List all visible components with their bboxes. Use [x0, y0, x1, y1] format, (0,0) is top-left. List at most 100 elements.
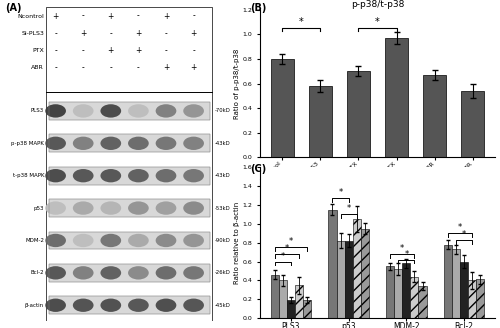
Text: -90kD: -90kD [214, 238, 230, 243]
Bar [460, 262, 468, 318]
Ellipse shape [156, 169, 176, 182]
Bar [270, 59, 293, 157]
Text: PLS3: PLS3 [31, 109, 44, 113]
Ellipse shape [46, 137, 66, 150]
Bar [48, 296, 209, 314]
Ellipse shape [73, 169, 94, 182]
Text: *: * [284, 244, 289, 253]
Ellipse shape [100, 234, 121, 247]
Bar [48, 232, 209, 249]
Text: +: + [163, 11, 169, 21]
Text: (A): (A) [5, 3, 21, 13]
Bar [328, 210, 336, 318]
Bar [444, 245, 452, 318]
Bar [462, 91, 484, 157]
Text: (B): (B) [250, 3, 266, 13]
Ellipse shape [100, 137, 121, 150]
Ellipse shape [128, 298, 149, 312]
Bar [468, 280, 476, 318]
Text: t-p38 MAPK: t-p38 MAPK [12, 173, 44, 178]
Text: *: * [338, 189, 342, 197]
Text: -43kD: -43kD [214, 173, 230, 178]
Text: (C): (C) [250, 164, 266, 174]
Text: +: + [80, 29, 86, 38]
Ellipse shape [184, 137, 204, 150]
Text: -43kD: -43kD [214, 141, 230, 146]
Ellipse shape [184, 104, 204, 118]
Ellipse shape [184, 298, 204, 312]
Text: *: * [289, 237, 293, 247]
Text: -: - [137, 63, 140, 72]
Text: -: - [82, 11, 84, 21]
Text: Si-PLS3: Si-PLS3 [21, 31, 44, 36]
Bar [309, 86, 332, 157]
Bar [46, 7, 212, 321]
Text: -: - [54, 29, 57, 38]
Bar [48, 134, 209, 152]
Ellipse shape [100, 266, 121, 279]
Text: *: * [375, 17, 380, 27]
Bar [344, 241, 352, 318]
Text: *: * [299, 17, 304, 27]
Ellipse shape [156, 201, 176, 215]
Text: Ncontrol: Ncontrol [18, 13, 44, 18]
Text: -45kD: -45kD [214, 303, 230, 308]
Ellipse shape [46, 169, 66, 182]
Bar [424, 75, 446, 157]
Bar [410, 277, 418, 318]
Text: -53kD: -53kD [214, 206, 230, 211]
Bar [347, 72, 370, 157]
Text: -: - [82, 63, 84, 72]
Text: -: - [164, 29, 168, 38]
Bar [295, 285, 303, 318]
Bar [48, 167, 209, 185]
Text: -: - [110, 29, 112, 38]
Text: +: + [52, 11, 59, 21]
Text: -: - [82, 46, 84, 55]
Bar [418, 286, 426, 318]
Bar [48, 264, 209, 282]
Text: ABR: ABR [32, 66, 44, 71]
Bar [394, 269, 402, 318]
Bar [48, 264, 209, 282]
Text: -70kD: -70kD [214, 109, 230, 113]
Bar [48, 167, 209, 185]
Ellipse shape [46, 298, 66, 312]
Ellipse shape [73, 266, 94, 279]
Text: *: * [458, 223, 462, 232]
Bar [287, 300, 295, 318]
Text: +: + [163, 63, 169, 72]
Ellipse shape [128, 201, 149, 215]
Ellipse shape [73, 137, 94, 150]
Title: p-p38/t-p38: p-p38/t-p38 [351, 0, 404, 9]
Text: MDM-2: MDM-2 [25, 238, 44, 243]
Text: *: * [346, 204, 351, 214]
Text: -: - [164, 46, 168, 55]
Ellipse shape [100, 169, 121, 182]
Text: *: * [462, 230, 466, 239]
Ellipse shape [100, 201, 121, 215]
Ellipse shape [156, 266, 176, 279]
Ellipse shape [156, 298, 176, 312]
Text: -: - [54, 63, 57, 72]
Bar [336, 241, 344, 318]
Text: -: - [137, 11, 140, 21]
Bar [402, 263, 410, 318]
Text: β-actin: β-actin [25, 303, 44, 308]
Ellipse shape [128, 104, 149, 118]
Ellipse shape [46, 104, 66, 118]
Bar [303, 300, 311, 318]
Bar [270, 275, 279, 318]
Ellipse shape [156, 234, 176, 247]
Text: -: - [54, 46, 57, 55]
Bar [48, 232, 209, 249]
Bar [48, 102, 209, 120]
Bar [48, 134, 209, 152]
Ellipse shape [100, 104, 121, 118]
Ellipse shape [128, 137, 149, 150]
Bar [48, 296, 209, 314]
Ellipse shape [46, 266, 66, 279]
Ellipse shape [184, 266, 204, 279]
Text: -: - [192, 11, 195, 21]
Bar [352, 219, 361, 318]
